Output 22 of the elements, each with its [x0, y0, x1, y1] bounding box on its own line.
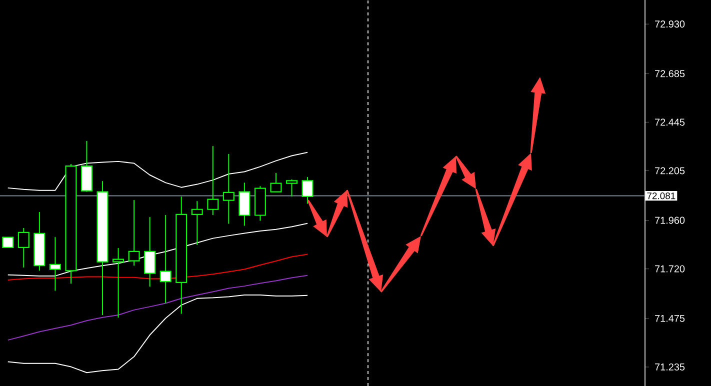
ref-line-label: 72.081: [647, 192, 676, 200]
candlestick: [270, 172, 282, 192]
y-tick-label: 71.475: [655, 314, 685, 322]
y-tick-label: 71.960: [655, 216, 685, 224]
candlestick: [112, 248, 124, 318]
y-tick-label: 71.720: [655, 265, 685, 272]
candlestick: [18, 227, 30, 268]
y-tick-label: 72.445: [655, 118, 685, 126]
candlestick: [2, 236, 14, 248]
candlestick: [128, 200, 140, 266]
y-tick-label: 72.205: [655, 167, 685, 174]
candlestick: [238, 182, 250, 226]
y-tick-label: 72.930: [655, 20, 685, 28]
candlestick: [191, 200, 203, 246]
candlestick: [302, 176, 314, 204]
candlestick: [222, 153, 234, 224]
candlestick: [207, 146, 219, 216]
y-tick-label: 72.685: [655, 70, 685, 78]
line-series: [7, 152, 308, 191]
candlestick: [286, 178, 298, 197]
y-tick-label: 71.235: [655, 363, 685, 371]
line-series: [7, 274, 308, 341]
